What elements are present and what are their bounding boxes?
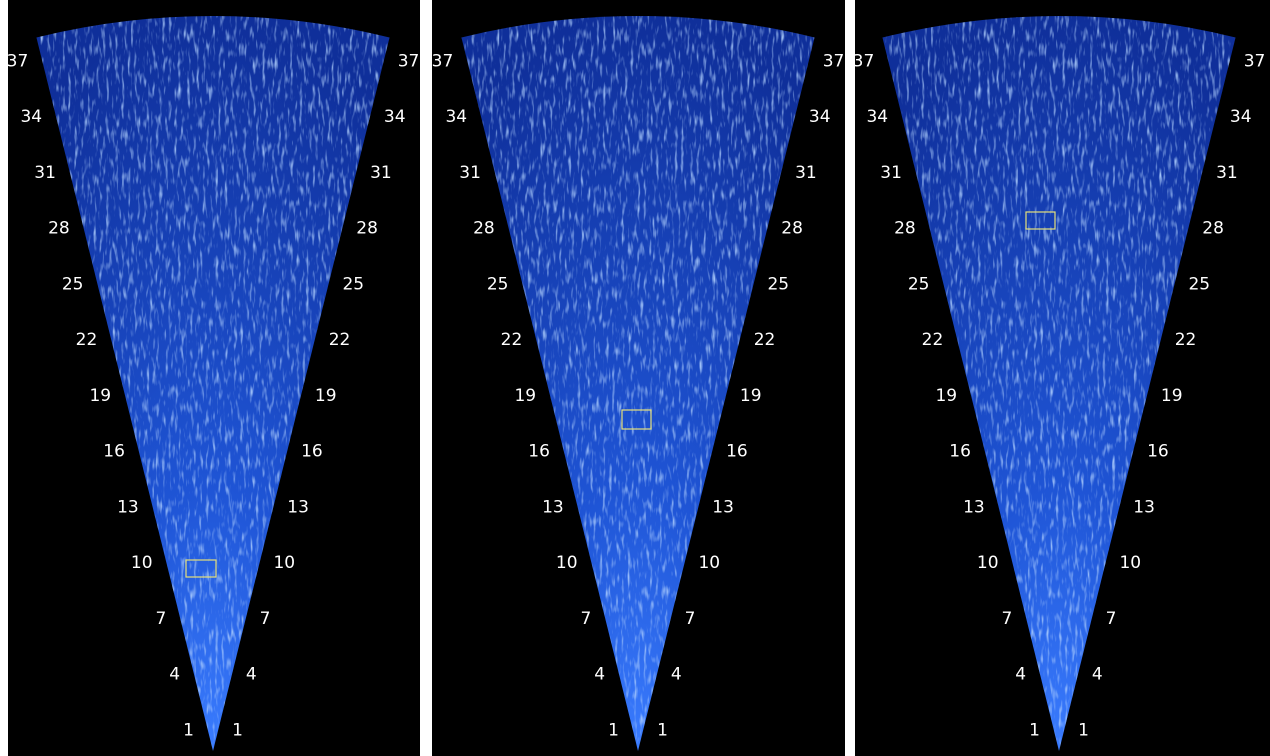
range-label: 22 xyxy=(1175,330,1197,350)
range-label: 37 xyxy=(823,51,845,71)
range-label: 19 xyxy=(514,386,536,406)
range-label: 22 xyxy=(922,330,944,350)
range-label: 34 xyxy=(1230,107,1252,127)
range-label: 34 xyxy=(384,107,406,127)
range-label: 19 xyxy=(315,386,337,406)
range-label: 34 xyxy=(866,107,888,127)
range-label: 16 xyxy=(949,442,971,462)
range-label: 10 xyxy=(131,553,153,573)
range-label: 37 xyxy=(1244,51,1266,71)
range-label: 7 xyxy=(580,609,591,629)
range-label: 34 xyxy=(809,107,831,127)
range-label: 1 xyxy=(1029,720,1040,740)
range-label: 22 xyxy=(754,330,776,350)
range-label: 28 xyxy=(781,219,803,239)
range-label: 4 xyxy=(246,665,257,685)
range-label: 10 xyxy=(698,553,720,573)
range-label: 13 xyxy=(712,497,734,517)
range-label: 28 xyxy=(473,219,495,239)
range-label: 28 xyxy=(894,219,916,239)
range-label: 16 xyxy=(301,442,323,462)
range-label: 19 xyxy=(1161,386,1183,406)
range-label: 16 xyxy=(528,442,550,462)
range-label: 10 xyxy=(556,553,578,573)
range-label: 25 xyxy=(487,274,509,294)
range-label: 37 xyxy=(7,51,29,71)
range-label: 31 xyxy=(34,163,56,183)
range-label: 37 xyxy=(432,51,454,71)
range-label: 1 xyxy=(183,720,194,740)
range-label: 1 xyxy=(1078,720,1089,740)
range-label: 37 xyxy=(853,51,875,71)
range-label: 22 xyxy=(329,330,351,350)
range-label: 13 xyxy=(542,497,564,517)
range-label: 31 xyxy=(880,163,902,183)
range-label: 10 xyxy=(273,553,295,573)
range-label: 1 xyxy=(232,720,243,740)
range-label: 7 xyxy=(1106,609,1117,629)
range-label: 13 xyxy=(117,497,139,517)
range-label: 7 xyxy=(685,609,696,629)
range-label: 28 xyxy=(1202,219,1224,239)
range-label: 22 xyxy=(76,330,98,350)
range-label: 34 xyxy=(445,107,467,127)
range-label: 7 xyxy=(155,609,166,629)
range-label: 31 xyxy=(459,163,481,183)
range-label: 1 xyxy=(657,720,668,740)
range-label: 19 xyxy=(740,386,762,406)
range-label: 16 xyxy=(103,442,125,462)
range-label: 22 xyxy=(501,330,523,350)
range-label: 4 xyxy=(169,665,180,685)
range-label: 4 xyxy=(1015,665,1026,685)
range-label: 31 xyxy=(1216,163,1238,183)
range-label: 7 xyxy=(1001,609,1012,629)
range-label: 37 xyxy=(398,51,420,71)
range-label: 13 xyxy=(287,497,309,517)
range-label: 16 xyxy=(1147,442,1169,462)
range-label: 13 xyxy=(1133,497,1155,517)
range-label: 25 xyxy=(908,274,930,294)
range-label: 16 xyxy=(726,442,748,462)
range-label: 19 xyxy=(935,386,957,406)
range-label: 25 xyxy=(62,274,84,294)
range-label: 10 xyxy=(1119,553,1141,573)
range-label: 7 xyxy=(260,609,271,629)
range-label: 28 xyxy=(356,219,378,239)
range-label: 4 xyxy=(1092,665,1103,685)
range-label: 28 xyxy=(48,219,70,239)
range-label: 31 xyxy=(370,163,392,183)
range-label: 19 xyxy=(89,386,111,406)
range-label: 25 xyxy=(342,274,364,294)
sonar-views: 1 1 4 4 7 7 10 10 13 13 16 16 19 19 22 22 25 25 28 28 31 31 34… xyxy=(0,0,1270,756)
range-label: 4 xyxy=(671,665,682,685)
range-label: 25 xyxy=(767,274,789,294)
range-label: 10 xyxy=(977,553,999,573)
range-label: 31 xyxy=(795,163,817,183)
range-label: 4 xyxy=(594,665,605,685)
range-label: 13 xyxy=(963,497,985,517)
range-label: 1 xyxy=(608,720,619,740)
range-label: 25 xyxy=(1188,274,1210,294)
fans: 1 1 4 4 7 7 10 10 13 13 16 16 19 19 22 22 25 25 28 28 31 31 34… xyxy=(7,16,1266,751)
range-label: 34 xyxy=(20,107,42,127)
